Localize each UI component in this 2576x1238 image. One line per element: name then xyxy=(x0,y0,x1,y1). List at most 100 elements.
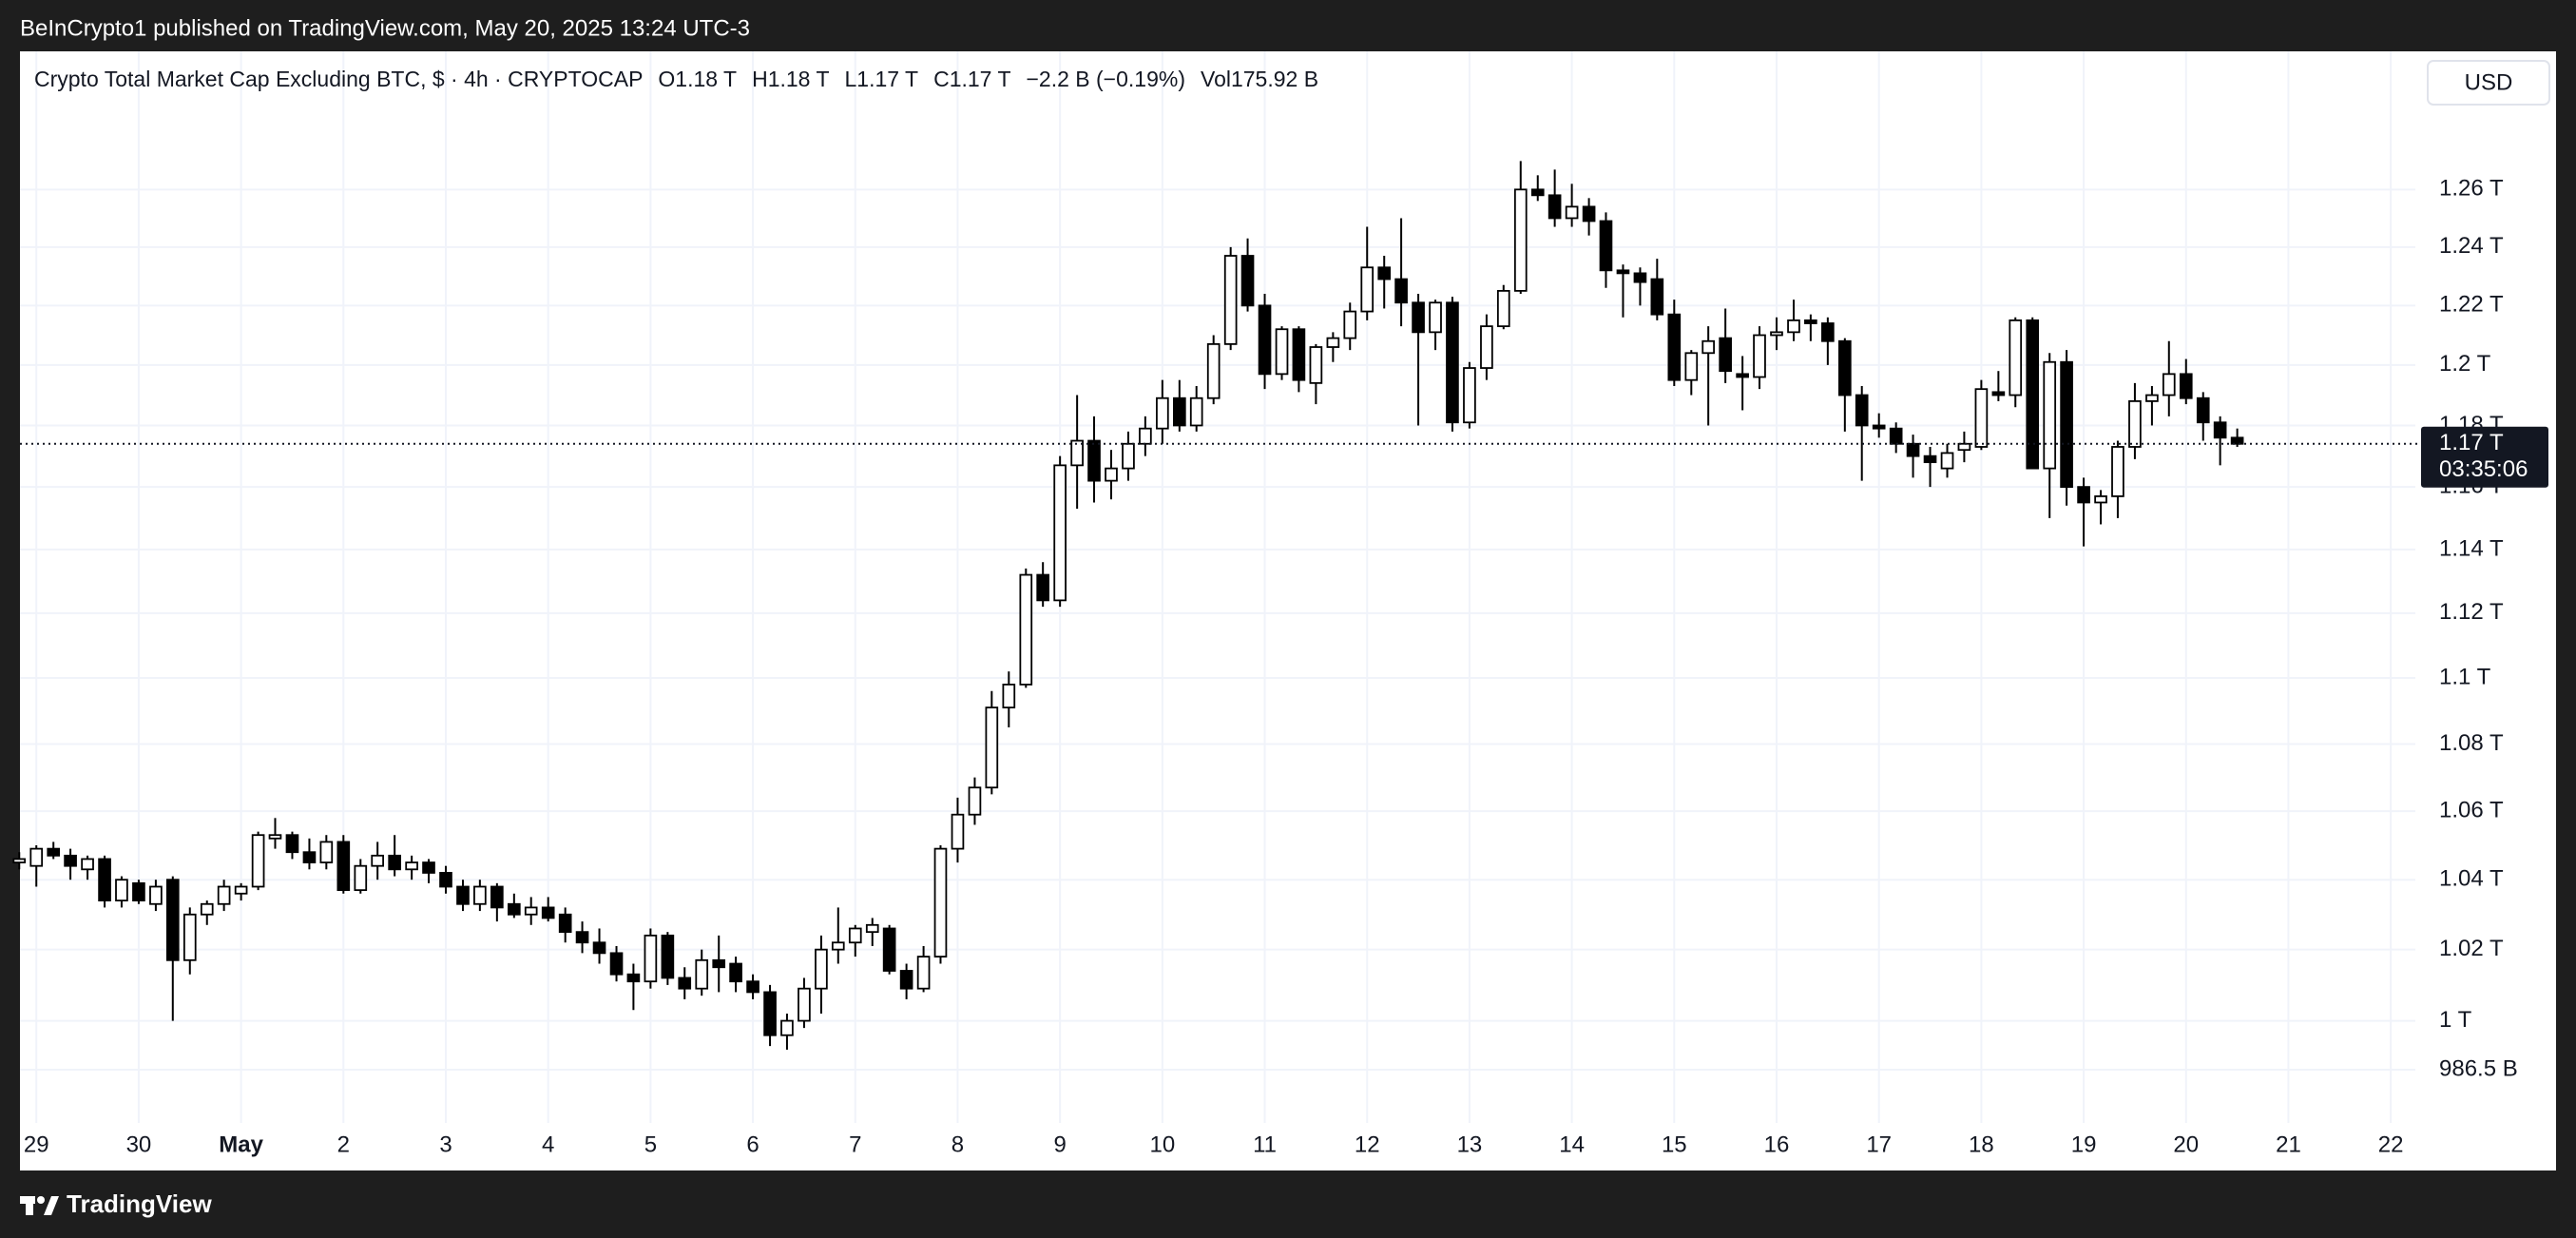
candle xyxy=(302,838,317,870)
candle xyxy=(132,880,145,904)
candle-body xyxy=(473,885,487,905)
candle xyxy=(1309,343,1323,405)
candle xyxy=(1650,259,1664,320)
candle xyxy=(1719,308,1732,383)
candle xyxy=(473,880,487,912)
candle xyxy=(183,907,197,975)
candle xyxy=(1173,379,1186,432)
candle-body xyxy=(1753,334,1766,378)
candle xyxy=(1292,326,1306,393)
x-tick-label: May xyxy=(219,1132,263,1157)
y-tick-label: 1.06 T xyxy=(2439,797,2504,822)
x-tick-label: 17 xyxy=(1866,1132,1892,1157)
chart-title: Crypto Total Market Cap Excluding BTC, $… xyxy=(34,67,643,91)
candle-body xyxy=(302,851,317,863)
candle-body xyxy=(1701,339,1715,355)
candle-body xyxy=(626,973,641,983)
candle-body xyxy=(1513,188,1528,292)
currency-button[interactable] xyxy=(2427,60,2550,106)
candle xyxy=(268,818,282,849)
candle xyxy=(1326,332,1340,362)
candle-body xyxy=(1821,322,1835,342)
candle-body xyxy=(439,872,452,888)
candle-body xyxy=(234,885,248,895)
x-tick-label: 2 xyxy=(337,1132,350,1157)
candle xyxy=(405,855,418,880)
candle-body xyxy=(1804,319,1817,324)
candle-body xyxy=(1974,388,1989,448)
candle-body xyxy=(1360,266,1375,313)
logo-part xyxy=(44,1196,59,1215)
candle xyxy=(336,835,351,894)
candle-body xyxy=(1446,301,1459,424)
candle-body xyxy=(98,858,111,901)
price-label: 1.17 T xyxy=(2439,430,2504,455)
x-tick-label: 19 xyxy=(2071,1132,2097,1157)
candle xyxy=(933,845,948,964)
currency-label[interactable]: USD xyxy=(2465,69,2513,95)
candle xyxy=(541,897,555,922)
candle-body xyxy=(815,948,828,990)
candle xyxy=(695,949,709,996)
candle xyxy=(1991,371,2006,401)
candle-body xyxy=(2145,394,2159,402)
candle-body xyxy=(678,977,692,990)
candle xyxy=(729,957,742,993)
x-tick-label: 9 xyxy=(1053,1132,1066,1157)
candle-body xyxy=(2179,373,2193,399)
candle xyxy=(1667,300,1682,387)
legend-value: −2.2 B (−0.19%) xyxy=(1027,67,1186,91)
candle xyxy=(490,882,504,922)
candle-body xyxy=(933,847,948,958)
candle xyxy=(1701,326,1715,426)
candle-body xyxy=(780,1019,794,1036)
candle-body xyxy=(1377,266,1392,280)
candle-body xyxy=(1156,397,1169,430)
y-tick-label: 986.5 B xyxy=(2439,1055,2518,1081)
candle-body xyxy=(1002,684,1016,709)
candle-body xyxy=(2043,360,2057,470)
candle-body xyxy=(2026,319,2040,470)
candle-body xyxy=(319,841,334,863)
candle xyxy=(1223,246,1238,351)
candle xyxy=(149,880,163,912)
candle-body xyxy=(1923,455,1937,464)
candle-body xyxy=(1582,205,1596,222)
candle-body xyxy=(2128,400,2142,448)
candle xyxy=(1736,356,1749,411)
candle xyxy=(1889,422,1903,454)
candle-body xyxy=(47,847,61,857)
y-tick-label: 1.24 T xyxy=(2439,233,2504,259)
candle-body xyxy=(1463,367,1476,424)
candle-body xyxy=(1240,255,1255,307)
candle-body xyxy=(1292,328,1306,381)
candle xyxy=(29,845,44,887)
logo-part xyxy=(37,1196,45,1204)
candle xyxy=(1974,379,1989,451)
legend-value: L1.17 T xyxy=(845,67,919,91)
candle xyxy=(422,859,435,883)
candle-body xyxy=(2111,446,2124,497)
candle xyxy=(798,977,811,1029)
candle xyxy=(234,882,248,901)
candle-body xyxy=(1548,194,1562,220)
candle xyxy=(508,893,521,919)
x-tick-label: 16 xyxy=(1764,1132,1790,1157)
candle-body xyxy=(1036,573,1049,602)
candle xyxy=(1480,314,1493,380)
candle-body xyxy=(2077,486,2090,504)
candle-body xyxy=(2009,319,2023,397)
candle-body xyxy=(2060,360,2073,489)
candle xyxy=(1189,386,1203,432)
candle-body xyxy=(1343,310,1357,339)
candle xyxy=(1684,350,1699,396)
candle-body xyxy=(1275,328,1289,376)
candle xyxy=(2128,382,2142,459)
candle xyxy=(2145,386,2159,426)
candle-body xyxy=(29,847,44,867)
candle-body xyxy=(865,923,879,934)
candle xyxy=(1582,198,1596,236)
candle xyxy=(251,831,265,891)
candle xyxy=(1275,326,1289,380)
candle-body xyxy=(268,834,282,840)
